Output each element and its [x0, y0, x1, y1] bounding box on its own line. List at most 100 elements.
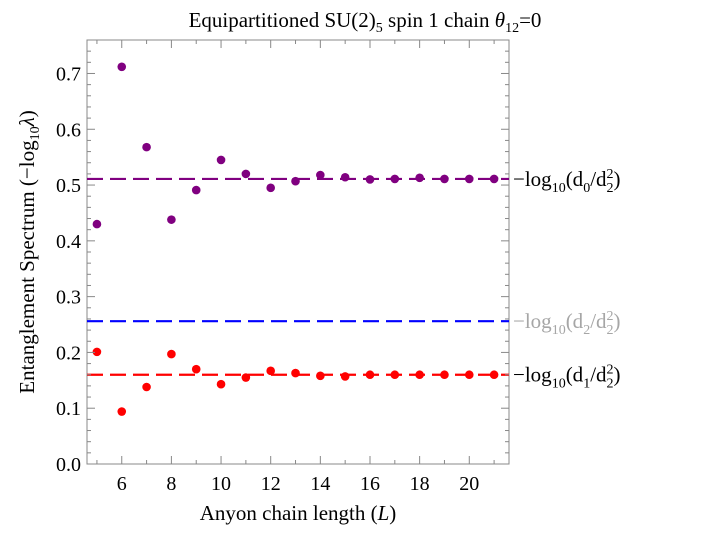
y-tick-label: 0.6: [56, 119, 81, 141]
text-part: 1: [583, 377, 590, 392]
y-axis-label: Entanglement Spectrum (−log10λ): [15, 110, 43, 393]
text-part: 5: [376, 21, 383, 36]
text-part: 2: [607, 377, 614, 392]
data-point: [92, 219, 102, 229]
text-part: −log: [513, 309, 552, 333]
reference-line-label: −log10(d1/d2 2): [513, 363, 621, 392]
text-part: −log: [513, 363, 552, 387]
text-part: ): [614, 167, 621, 191]
data-points: [92, 62, 499, 416]
reference-lines: [87, 177, 509, 376]
text-part: 2: [583, 323, 590, 338]
text-part: spin 1 chain: [383, 8, 495, 32]
data-point: [241, 169, 251, 179]
text-part: 0: [583, 181, 590, 196]
data-point: [117, 62, 127, 72]
data-point: [142, 382, 151, 392]
x-tick-label: 6: [117, 473, 127, 495]
x-axis-label: Anyon chain length (L): [200, 501, 397, 525]
x-tick-label: 10: [211, 473, 231, 495]
text-part: ): [614, 309, 621, 333]
data-point: [316, 371, 325, 381]
text-part: 2: [607, 167, 614, 182]
y-tick-label: 0.3: [56, 287, 81, 309]
text-part: 12: [505, 21, 519, 36]
axis-ticks: [87, 40, 509, 465]
text-part: ): [614, 363, 621, 387]
text-part: 10: [28, 126, 43, 140]
data-point: [489, 370, 499, 380]
text-part: ): [15, 110, 39, 117]
data-point: [316, 170, 325, 180]
text-part: 10: [552, 323, 566, 338]
data-point: [191, 364, 201, 374]
chart-title: Equipartitioned SU(2)5 spin 1 chain θ12=…: [189, 8, 542, 36]
data-point: [167, 349, 176, 359]
text-part: Equipartitioned SU(2): [189, 8, 376, 32]
reference-line-label: −log10(d2/d2 2): [513, 309, 621, 338]
x-tick-label: 20: [459, 473, 479, 495]
text-part: (d: [566, 309, 584, 333]
y-tick-label: 0.7: [56, 63, 81, 85]
data-point: [291, 176, 300, 186]
text-part: 10: [552, 181, 566, 196]
chart-text: −log10(d0/d2 2)−log10(d2/d2 2)−log10(d1/d2…: [15, 8, 621, 525]
data-point: [464, 174, 474, 184]
text-part: −log: [513, 167, 552, 191]
text-part: 10: [552, 377, 566, 392]
text-part: L: [377, 501, 390, 525]
reference-line-label: −log10(d0/d2 2): [513, 167, 621, 196]
text-part: (d: [566, 167, 584, 191]
data-point: [464, 370, 474, 380]
data-point: [415, 173, 424, 183]
data-point: [440, 174, 449, 184]
data-point: [365, 370, 375, 380]
data-point: [142, 142, 151, 152]
data-point: [390, 174, 400, 184]
text-part: (d: [566, 363, 584, 387]
text-part: /d: [590, 167, 607, 191]
text-part: /d: [590, 363, 607, 387]
data-point: [92, 347, 102, 357]
plot-frame: [86, 39, 510, 465]
y-tick-label: 0.0: [56, 454, 81, 476]
text-part: ): [389, 501, 396, 525]
text-part: Anyon chain length (: [200, 501, 378, 525]
text-part: λ: [15, 117, 39, 127]
x-tick-label: 14: [310, 473, 330, 495]
text-part: 2: [607, 309, 614, 324]
data-point: [340, 372, 350, 381]
plot-frame-rect: [86, 39, 510, 465]
data-point: [340, 172, 350, 182]
text-part: Entanglement Spectrum (−log: [15, 140, 39, 394]
data-point: [415, 370, 424, 380]
x-tick-label: 12: [261, 473, 281, 495]
data-point: [365, 175, 375, 184]
data-point: [291, 368, 300, 378]
data-point: [489, 174, 499, 184]
text-part: 2: [607, 323, 614, 338]
text-part: θ: [495, 8, 505, 32]
text-part: =0: [519, 8, 541, 32]
text-part: /d: [590, 309, 607, 333]
x-tick-label: 16: [360, 473, 380, 495]
x-tick-label: 8: [166, 473, 176, 495]
data-point: [117, 407, 127, 416]
y-tick-label: 0.5: [56, 175, 81, 197]
data-point: [266, 366, 275, 376]
y-tick-label: 0.4: [56, 231, 81, 253]
data-point: [191, 185, 201, 195]
data-point: [216, 379, 226, 389]
y-tick-label: 0.2: [56, 342, 81, 364]
data-point: [440, 370, 449, 380]
x-tick-label: 18: [410, 473, 430, 495]
data-point: [167, 215, 176, 224]
data-point: [266, 183, 275, 193]
text-part: 2: [607, 181, 614, 196]
data-point: [216, 155, 226, 165]
data-point: [390, 370, 400, 380]
y-tick-label: 0.1: [56, 398, 81, 420]
data-point: [241, 373, 251, 382]
